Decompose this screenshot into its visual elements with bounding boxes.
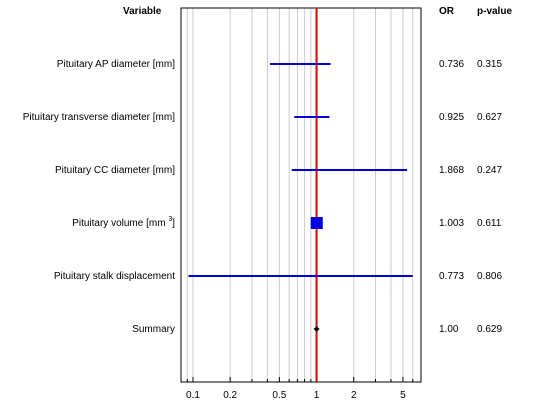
row-label: Pituitary volume [mm 3]: [72, 216, 175, 229]
p-value: 0.247: [477, 165, 502, 176]
header-variable: Variable: [123, 6, 162, 17]
x-tick-label: 0.1: [186, 390, 200, 401]
x-tick-label: 2: [351, 390, 357, 401]
or-value: 1.003: [439, 218, 464, 229]
header-or: OR: [439, 6, 455, 17]
p-value: 0.627: [477, 112, 502, 123]
p-value: 0.806: [477, 271, 502, 282]
x-tick-label: 0.2: [223, 390, 237, 401]
row-label: Pituitary AP diameter [mm]: [57, 59, 175, 70]
summary-diamond: [313, 326, 320, 332]
x-tick-label: 5: [400, 390, 406, 401]
or-value: 0.925: [439, 112, 464, 123]
or-value: 1.868: [439, 165, 464, 176]
or-value: 0.736: [439, 59, 464, 70]
or-value: 0.773: [439, 271, 464, 282]
row-label: Pituitary stalk displacement: [54, 271, 175, 282]
p-value: 0.315: [477, 59, 502, 70]
plot-frame: [180, 7, 422, 383]
p-value: 0.629: [477, 324, 502, 335]
x-tick-label: 0.5: [272, 390, 286, 401]
row-label: Pituitary CC diameter [mm]: [55, 165, 175, 176]
row-label: Summary: [132, 324, 175, 335]
x-tick-label: 1: [314, 390, 320, 401]
p-value: 0.611: [477, 218, 502, 229]
plot-area: 0.1 0.2 0.5 1 2 5 Pituitary AP diameter [mm] 0.…: [23, 7, 502, 401]
row-label: Pituitary transverse diameter [mm]: [23, 112, 175, 123]
or-value: 1.00: [439, 324, 459, 335]
header-pvalue: p-value: [477, 6, 512, 17]
or-marker: [310, 217, 323, 229]
